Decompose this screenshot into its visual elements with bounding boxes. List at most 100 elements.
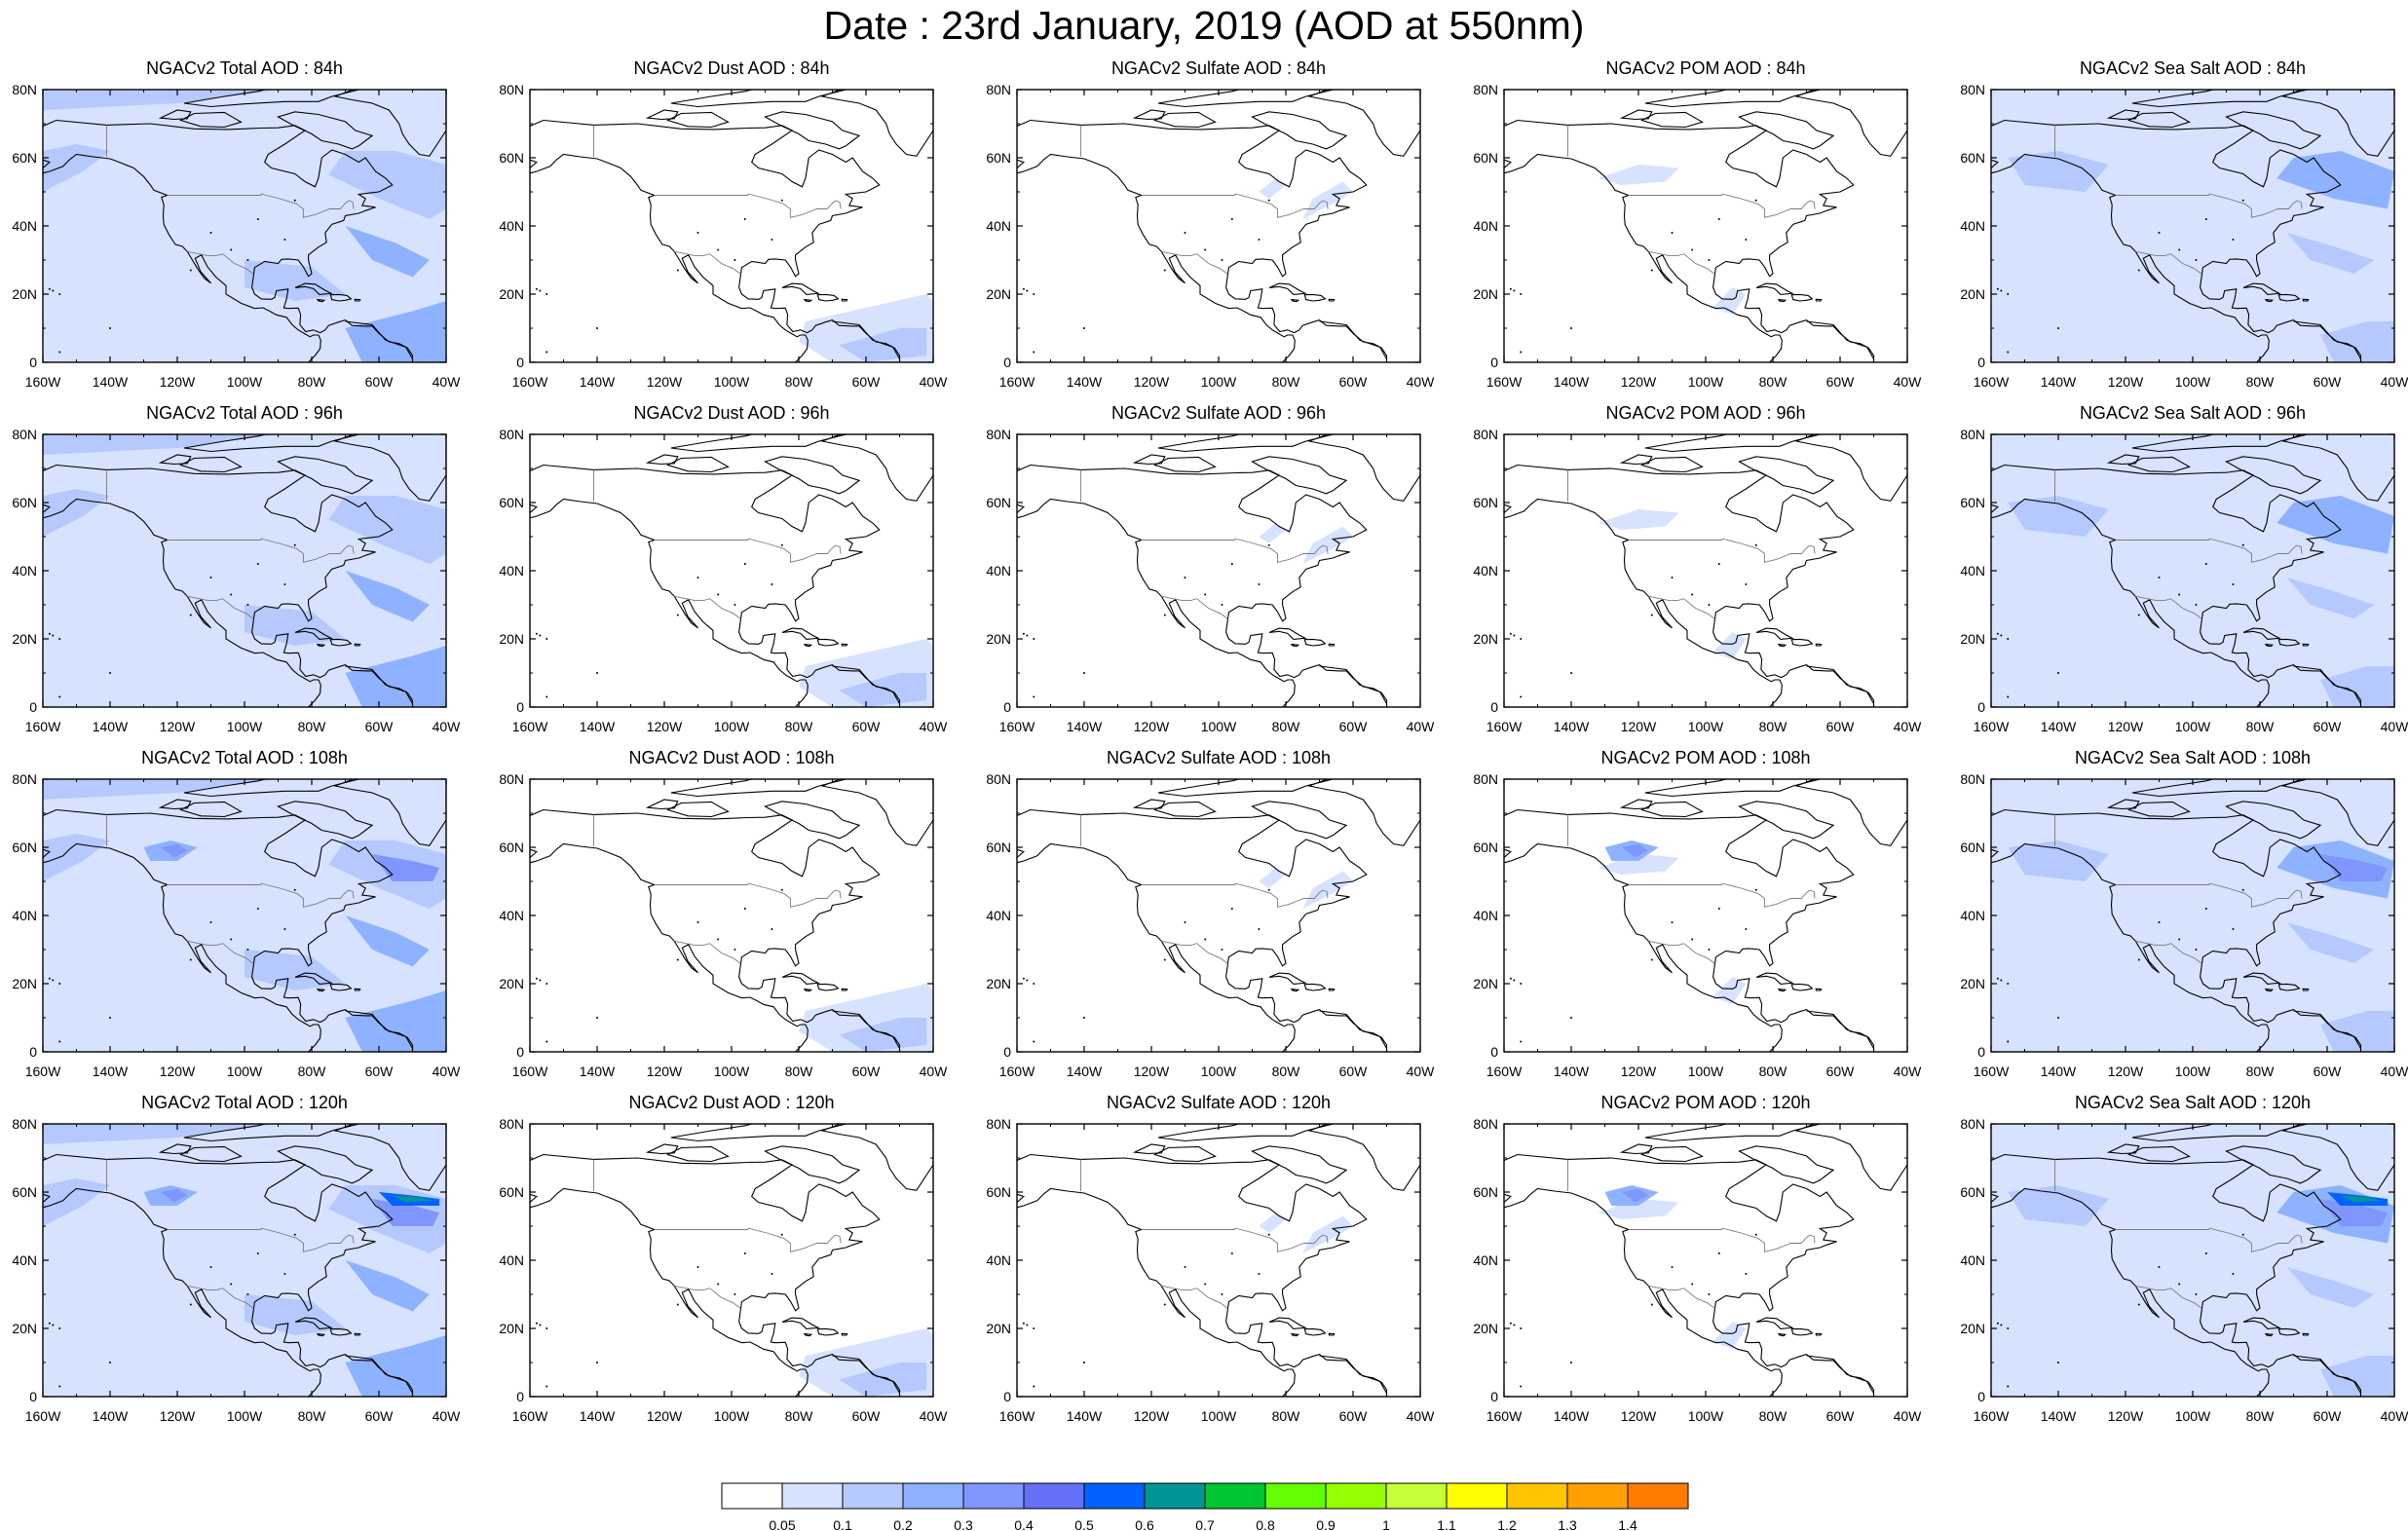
coastline bbox=[2106, 454, 2140, 466]
island-dot bbox=[48, 1322, 51, 1325]
lon-tick-label: 120W bbox=[647, 374, 683, 390]
island-dot bbox=[189, 614, 192, 616]
coastline bbox=[2281, 779, 2394, 846]
lon-tick-label: 160W bbox=[1974, 374, 2010, 390]
island-dot bbox=[2178, 938, 2181, 941]
aod-plume bbox=[372, 854, 440, 881]
country-border bbox=[2135, 250, 2202, 275]
coastlines bbox=[1991, 90, 2394, 362]
aod-plume bbox=[345, 646, 446, 707]
country-border bbox=[187, 595, 254, 619]
coastline bbox=[329, 983, 353, 991]
lon-tick-label: 100W bbox=[714, 374, 750, 390]
map-plot: 0 20N 40N 60N 80N 160W 140W 120W 100W 80W 60W 40W bbox=[986, 1116, 1435, 1424]
lon-tick-label: 80W bbox=[2246, 374, 2276, 390]
coastline bbox=[1290, 298, 1300, 303]
lat-tick-label: 20N bbox=[1473, 976, 1498, 991]
aod-plume bbox=[328, 496, 446, 564]
island-dot bbox=[535, 287, 538, 290]
lat-tick-label: 80N bbox=[1473, 82, 1498, 97]
lat-tick-label: 20N bbox=[986, 976, 1011, 991]
aod-plume bbox=[1259, 523, 1286, 543]
lon-tick-label: 60W bbox=[1826, 719, 1856, 734]
island-dot bbox=[246, 259, 249, 261]
island-dot bbox=[256, 1252, 259, 1254]
island-dot bbox=[1033, 695, 1035, 698]
lon-tick-label: 40W bbox=[433, 719, 462, 734]
lon-tick-label: 60W bbox=[2314, 1064, 2343, 1079]
coastline bbox=[333, 779, 446, 846]
coastline bbox=[1157, 434, 1334, 453]
map-plot: 0 20N 40N 60N 80N 160W 140W 120W 100W 80W 60W 40W bbox=[499, 427, 948, 734]
country-border bbox=[2135, 1285, 2202, 1309]
lat-tick-label: 40N bbox=[499, 563, 524, 579]
coastline bbox=[2277, 293, 2301, 302]
lat-tick-label: 40N bbox=[1960, 563, 1985, 579]
lon-tick-label: 80W bbox=[1759, 719, 1788, 734]
island-dot bbox=[1520, 351, 1523, 354]
map-panel-total-108h: NGACv2 Total AOD : 108h 0 20N 40N 60N 80N 160W… bbox=[0, 748, 487, 1089]
lon-tick-label: 160W bbox=[1486, 719, 1523, 734]
island-dot bbox=[780, 543, 783, 546]
coastline bbox=[1157, 1124, 1334, 1142]
island-dot bbox=[743, 908, 746, 910]
lon-tick-label: 120W bbox=[1134, 719, 1170, 734]
island-dot bbox=[1708, 1293, 1711, 1295]
coastline bbox=[2242, 1317, 2281, 1329]
island-dot bbox=[546, 695, 548, 698]
coastline bbox=[670, 1124, 847, 1142]
coastline bbox=[670, 434, 847, 453]
coastline bbox=[1504, 808, 1875, 1052]
lon-tick-label: 160W bbox=[512, 719, 548, 734]
island-dot bbox=[1708, 949, 1711, 951]
coastline bbox=[2106, 1143, 2140, 1155]
lat-tick-label: 0 bbox=[1490, 699, 1498, 715]
lat-tick-label: 60N bbox=[12, 495, 37, 510]
colorbar-box bbox=[1566, 1482, 1629, 1510]
coastline bbox=[1328, 988, 1336, 991]
island-dot bbox=[1513, 1324, 1516, 1326]
island-dot bbox=[1022, 287, 1025, 290]
lon-tick-label: 40W bbox=[1894, 374, 1923, 390]
lon-tick-label: 100W bbox=[1201, 374, 1237, 390]
island-dot bbox=[256, 563, 259, 565]
island-dot bbox=[1754, 199, 1757, 202]
country-border bbox=[2115, 882, 2303, 908]
coastline bbox=[1644, 779, 1821, 798]
lon-tick-label: 140W bbox=[1067, 374, 1103, 390]
island-dot bbox=[109, 327, 111, 329]
aod-plume bbox=[43, 1178, 110, 1226]
island-dot bbox=[209, 577, 212, 579]
coastline bbox=[670, 779, 847, 798]
island-dot bbox=[1026, 1324, 1029, 1326]
coastline bbox=[1738, 456, 1835, 495]
lon-tick-label: 80W bbox=[785, 1064, 814, 1079]
coastline bbox=[2277, 983, 2301, 991]
lon-tick-label: 60W bbox=[365, 1408, 395, 1424]
map-panel-sulfate-96h: NGACv2 Sulfate AOD : 96h 0 20N 40N 60N 80N 160… bbox=[974, 403, 1461, 744]
lat-tick-label: 20N bbox=[986, 1321, 1011, 1336]
aod-plume bbox=[43, 144, 110, 192]
colorbar-box bbox=[1446, 1482, 1508, 1510]
lon-tick-label: 60W bbox=[852, 719, 882, 734]
coastline bbox=[2264, 1332, 2275, 1337]
island-dot bbox=[1717, 218, 1720, 220]
island-dot bbox=[58, 351, 61, 354]
lon-tick-label: 140W bbox=[2041, 1408, 2077, 1424]
lon-tick-label: 40W bbox=[1407, 374, 1436, 390]
country-border bbox=[167, 1227, 355, 1252]
island-dot bbox=[1691, 593, 1694, 596]
coastline bbox=[1132, 799, 1166, 810]
panel-title: NGACv2 Dust AOD : 108h bbox=[628, 748, 835, 767]
lat-tick-label: 20N bbox=[1473, 1321, 1498, 1336]
coastline bbox=[816, 638, 840, 647]
lat-tick-label: 20N bbox=[1960, 631, 1985, 647]
island-dot bbox=[2178, 593, 2181, 596]
lon-tick-label: 160W bbox=[999, 1064, 1035, 1079]
coastline bbox=[183, 434, 359, 453]
coastline bbox=[1619, 454, 1653, 466]
lon-tick-label: 60W bbox=[852, 1408, 882, 1424]
island-dot bbox=[2007, 351, 2010, 354]
island-dot bbox=[1230, 908, 1233, 910]
island-dot bbox=[1033, 1385, 1035, 1388]
